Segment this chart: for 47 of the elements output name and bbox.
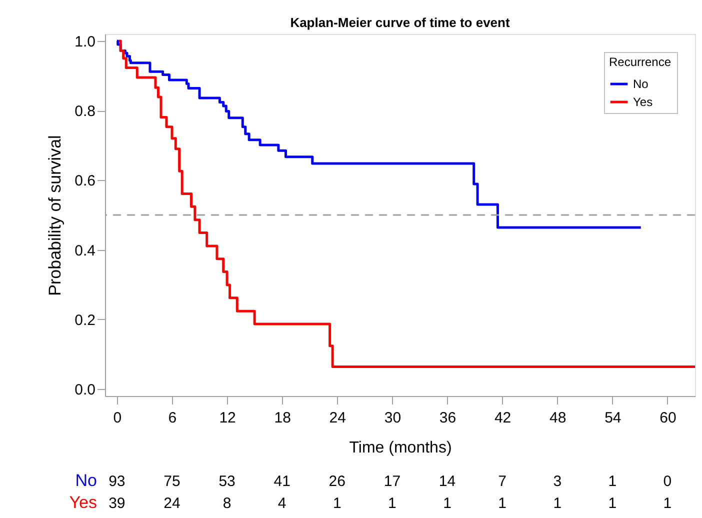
text: 7 (498, 473, 506, 490)
y-tick-label: 0.0 (74, 382, 96, 399)
text: 1 (443, 495, 452, 512)
y-tick-label: 0.2 (74, 312, 96, 329)
x-axis-title: Time (months) (349, 440, 452, 456)
legend-label: Yes (633, 95, 653, 109)
x-tick-label: 24 (329, 410, 346, 426)
y-tick-label: 0.8 (74, 103, 96, 120)
text: No (75, 471, 97, 490)
text: 1 (332, 495, 342, 512)
text: 8 (222, 495, 232, 512)
text: 1 (663, 495, 672, 512)
text: 26 (328, 473, 346, 490)
text: 3 (553, 473, 562, 490)
text: 0 (663, 473, 672, 490)
x-tick-label: 0 (113, 410, 122, 426)
x-tick-label: 6 (168, 410, 177, 426)
text: 53 (218, 473, 236, 490)
y-tick-label: 1.0 (74, 33, 96, 50)
x-tick-label: 36 (439, 410, 456, 426)
x-tick-label: 12 (219, 410, 236, 426)
x-tick-label: 18 (274, 410, 291, 426)
x-tick-label: 60 (660, 410, 676, 426)
text: 17 (384, 473, 401, 490)
text: 41 (274, 473, 290, 490)
text: 24 (164, 495, 180, 512)
chart-title: Kaplan-Meier curve of time to event (290, 14, 510, 30)
text: 1 (388, 495, 396, 512)
y-axis-title: Probability of survival (46, 135, 65, 296)
x-tick-label: 42 (494, 410, 512, 426)
text: 14 (438, 473, 456, 490)
text: 93 (108, 473, 126, 490)
text: 1 (608, 495, 617, 512)
text: 1 (553, 495, 562, 512)
legend-title: Recurrence (609, 55, 672, 69)
y-tick-label: 0.6 (74, 172, 96, 190)
x-tick-label: 54 (604, 410, 622, 426)
y-tick-label: 0.4 (74, 242, 96, 260)
x-tick-label: 30 (384, 410, 402, 426)
text: 4 (278, 495, 286, 512)
legend-label: No (633, 77, 649, 91)
text: Yes (69, 493, 97, 512)
text: 1 (498, 495, 506, 512)
text: 75 (164, 473, 180, 490)
text: 1 (608, 473, 617, 490)
x-tick-label: 48 (550, 410, 566, 426)
text: 39 (108, 495, 126, 512)
